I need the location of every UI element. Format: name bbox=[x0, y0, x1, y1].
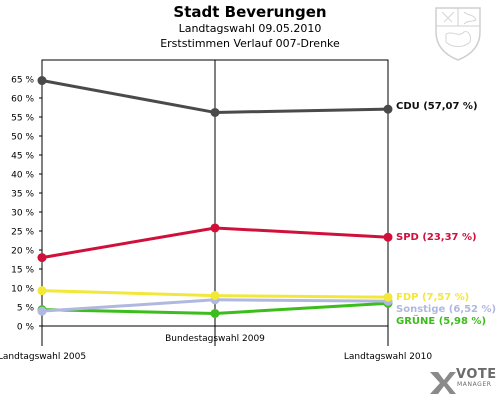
y-tick-label: 25 % bbox=[11, 228, 34, 238]
data-point-fdp bbox=[210, 291, 220, 301]
y-tick-label: 0 % bbox=[17, 323, 35, 333]
data-point-fdp bbox=[37, 286, 47, 296]
y-tick-label: 40 % bbox=[11, 171, 34, 181]
logo-name: VOTE bbox=[456, 367, 497, 382]
data-point-fdp bbox=[383, 292, 393, 302]
logo-tagline: MANAGER bbox=[457, 381, 492, 388]
y-tick-label: 55 % bbox=[11, 114, 34, 124]
vote-manager-logo-icon bbox=[430, 372, 456, 394]
series-end-label: FDP (7,57 %) bbox=[396, 292, 469, 303]
y-tick-label: 65 % bbox=[11, 76, 34, 86]
y-tick-label: 45 % bbox=[11, 152, 34, 162]
series-end-label: GRÜNE (5,98 %) bbox=[396, 313, 486, 327]
chart-subtitle-district: Erststimmen Verlauf 007-Drenke bbox=[160, 37, 340, 50]
data-point-sonstige bbox=[37, 306, 47, 316]
y-tick-label: 15 % bbox=[11, 266, 34, 276]
data-point-cdu bbox=[383, 104, 393, 114]
series-end-label: SPD (23,37 %) bbox=[396, 232, 477, 243]
x-tick-label: Bundestagswahl 2009 bbox=[165, 334, 265, 344]
data-point-spd bbox=[210, 223, 220, 233]
series-end-label: Sonstige (6,52 %) bbox=[396, 304, 496, 315]
coat-of-arms-icon bbox=[435, 7, 481, 61]
y-tick-label: 10 % bbox=[11, 285, 34, 295]
data-point-spd bbox=[383, 232, 393, 242]
x-tick-label: Landtagswahl 2005 bbox=[0, 352, 86, 362]
series-end-label: CDU (57,07 %) bbox=[396, 101, 478, 112]
y-tick-label: 50 % bbox=[11, 133, 34, 143]
chart-subtitle-election: Landtagswahl 09.05.2010 bbox=[178, 22, 322, 35]
x-tick-label: Landtagswahl 2010 bbox=[344, 352, 433, 362]
data-point-spd bbox=[37, 253, 47, 263]
y-axis: 0 % 5 % 10 % 15 % 20 % 25 % 30 % 35 % 40 % 45 % 50… bbox=[11, 76, 42, 333]
y-tick-label: 20 % bbox=[11, 247, 34, 257]
data-point-grüne bbox=[210, 308, 220, 318]
series-layer: CDU (57,07 %) SPD (23,37 %) FDP (7,57 %)So… bbox=[37, 76, 496, 327]
chart-title: Stadt Beverungen bbox=[173, 3, 327, 21]
y-tick-label: 60 % bbox=[11, 95, 34, 105]
data-point-cdu bbox=[37, 76, 47, 86]
y-tick-label: 30 % bbox=[11, 209, 34, 219]
y-tick-label: 35 % bbox=[11, 190, 34, 200]
data-point-cdu bbox=[210, 107, 220, 117]
y-tick-label: 5 % bbox=[17, 304, 35, 314]
